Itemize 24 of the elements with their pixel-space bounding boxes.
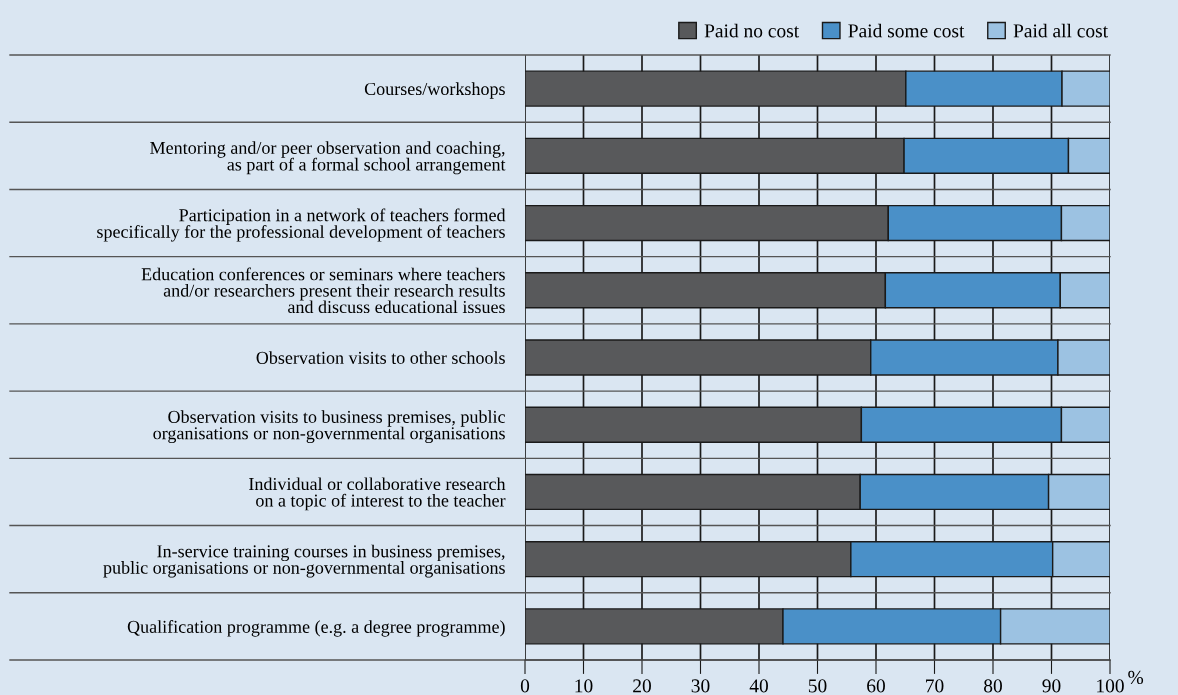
- y-tick-label: Mentoring and/or peer observation and coaching, as part of a formal school arrangement: [150, 141, 506, 175]
- legend-label: Paid all cost: [1013, 23, 1108, 38]
- y-tick-label: Observation visits to business premises, public organisations or non-governmental organisations: [153, 410, 505, 444]
- legend-label: Paid some cost: [848, 23, 965, 38]
- x-tick-label: 70: [926, 679, 944, 693]
- legend-label: Paid no cost: [704, 23, 800, 38]
- x-tick-label: 0: [520, 679, 530, 693]
- y-tick-label: In-service training courses in business premises, public organisations or non-governmental organisations: [103, 544, 505, 578]
- x-tick-label: 60: [867, 679, 885, 693]
- x-tick-label: 40: [749, 679, 768, 693]
- x-tick-label: 30: [691, 679, 710, 693]
- x-tick-label: 80: [984, 679, 1002, 693]
- x-tick-label: 50: [808, 679, 827, 693]
- x-tick-label: 10: [575, 679, 593, 693]
- x-axis-title: %: [1128, 670, 1144, 685]
- y-tick-label: Courses/workshops: [364, 82, 505, 99]
- y-tick-label: Qualification programme (e.g. a degree programme): [127, 620, 505, 637]
- y-tick-label: Participation in a network of teachers formed specifically for the professional development of teachers: [97, 208, 506, 242]
- x-tick-label: 90: [1042, 679, 1061, 693]
- y-tick-label: Observation visits to other schools: [256, 351, 505, 364]
- x-tick-label: 20: [633, 679, 651, 693]
- y-tick-label: Education conferences or seminars where teachers and/or researchers present their research results and discuss educational issues: [141, 267, 505, 314]
- y-tick-label: Individual or collaborative research on a topic of interest to the teacher: [249, 477, 506, 511]
- x-tick-label: 100: [1097, 679, 1124, 693]
